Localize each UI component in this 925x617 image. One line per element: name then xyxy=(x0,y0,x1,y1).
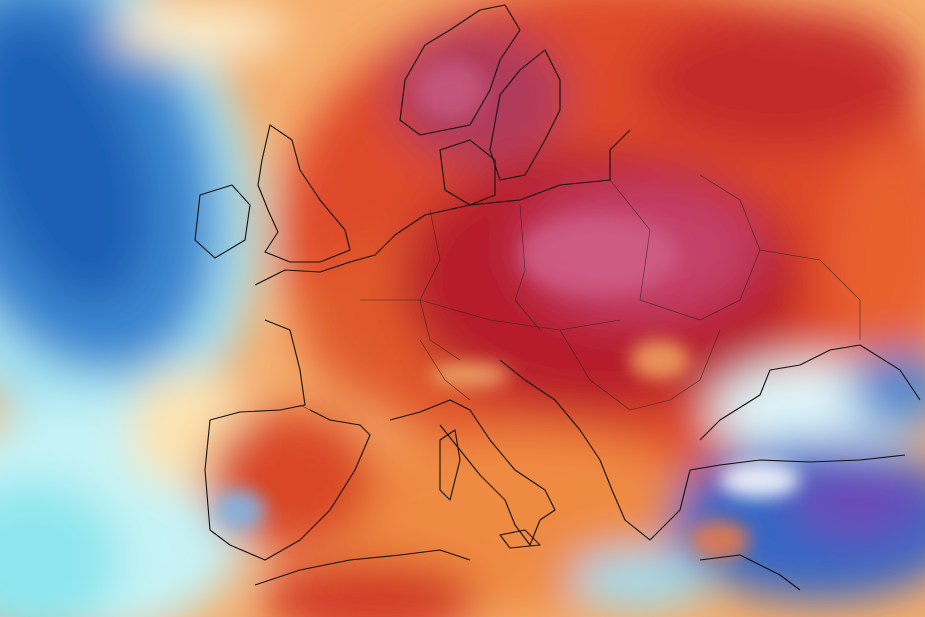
borders xyxy=(299,174,861,421)
